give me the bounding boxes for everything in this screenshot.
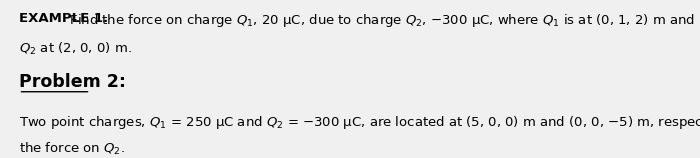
Text: Two point charges, $Q_1$ = 250 μC and $Q_2$ = −300 μC, are located at (5, 0, 0) : Two point charges, $Q_1$ = 250 μC and $Q… [19, 115, 700, 131]
Text: Find the force on charge $Q_1$, 20 μC, due to charge $Q_2$, −300 μC, where $Q_1$: Find the force on charge $Q_1$, 20 μC, d… [61, 12, 695, 29]
Text: EXAMPLE 1.: EXAMPLE 1. [19, 12, 108, 25]
Text: Problem 2:: Problem 2: [19, 73, 125, 91]
Text: $Q_2$ at (2, 0, 0) m.: $Q_2$ at (2, 0, 0) m. [19, 41, 132, 57]
Text: the force on $Q_2$.: the force on $Q_2$. [19, 141, 125, 157]
